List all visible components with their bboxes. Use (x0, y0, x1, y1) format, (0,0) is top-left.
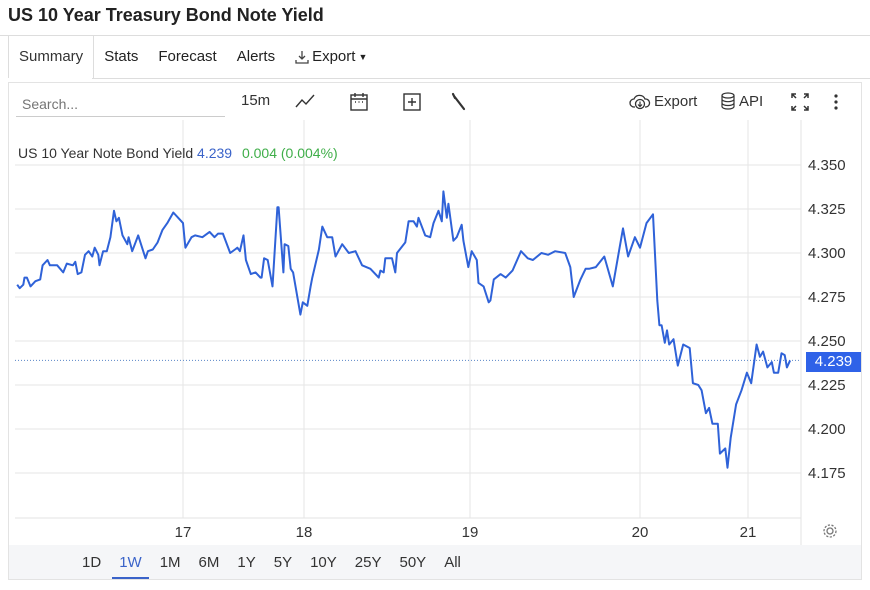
x-tick-label: 21 (739, 524, 757, 541)
y-tick-label: 4.350 (808, 157, 846, 174)
api-label: API (739, 92, 764, 110)
caret-down-icon: ▼ (358, 52, 368, 62)
range-1y[interactable]: 1Y (237, 554, 256, 571)
search-input[interactable] (16, 92, 225, 117)
x-tick-label: 18 (295, 524, 313, 541)
y-tick-label: 4.325 (808, 201, 846, 218)
wrench-icon[interactable] (449, 92, 467, 112)
divider (0, 35, 870, 36)
range-10y[interactable]: 10Y (310, 554, 337, 571)
tab-bar: Summary Stats Forecast Alerts Export ▼ (8, 36, 377, 78)
series-line (16, 190, 792, 469)
tab-forecast[interactable]: Forecast (158, 48, 217, 65)
tab-export[interactable]: Export ▼ (285, 36, 377, 78)
more-options-icon[interactable] (832, 92, 840, 112)
chart-legend: US 10 Year Note Bond Yield 4.239 0.004 (… (18, 145, 338, 161)
last-price-badge: 4.239 (806, 352, 861, 372)
download-icon (295, 51, 309, 64)
fullscreen-icon[interactable] (790, 92, 810, 112)
range-1w[interactable]: 1W (110, 545, 151, 579)
calendar-icon[interactable] (349, 92, 369, 112)
y-tick-label: 4.200 (808, 421, 846, 438)
export-button[interactable]: Export (629, 92, 697, 110)
legend-change: 0.004 (0.004%) (241, 145, 338, 161)
tab-export-label: Export (312, 48, 356, 65)
tab-alerts[interactable]: Alerts (236, 48, 276, 65)
range-50y[interactable]: 50Y (399, 554, 427, 571)
range-5y[interactable]: 5Y (273, 554, 293, 571)
chart-container (8, 82, 862, 580)
tab-summary[interactable]: Summary (8, 36, 95, 78)
export-label: Export (654, 92, 698, 110)
y-tick-label: 4.300 (808, 245, 846, 262)
interval-button[interactable]: 15m (241, 92, 271, 109)
settings-gear-icon[interactable] (821, 522, 839, 545)
legend-series-name: US 10 Year Note Bond Yield (18, 145, 194, 161)
add-indicator-icon[interactable] (402, 92, 422, 112)
line-chart-icon[interactable] (294, 92, 316, 110)
y-tick-label: 4.250 (808, 333, 846, 350)
api-button[interactable]: API (720, 92, 763, 110)
y-tick-label: 4.175 (808, 465, 846, 482)
database-icon (721, 92, 735, 110)
cloud-download-icon (629, 94, 651, 110)
tab-stats[interactable]: Stats (104, 48, 139, 65)
range-all[interactable]: All (444, 554, 461, 571)
range-6m[interactable]: 6M (198, 554, 220, 571)
x-tick-label: 20 (631, 524, 649, 541)
page-title: US 10 Year Treasury Bond Note Yield (8, 5, 324, 25)
divider (92, 78, 870, 79)
range-selector: 1D 1W 1M 6M 1Y 5Y 10Y 25Y 50Y All (9, 545, 861, 579)
legend-value: 4.239 (197, 145, 233, 161)
y-tick-label: 4.225 (808, 377, 846, 394)
range-25y[interactable]: 25Y (354, 554, 382, 571)
x-tick-label: 17 (174, 524, 192, 541)
range-1d[interactable]: 1D (82, 554, 102, 571)
x-tick-label: 19 (461, 524, 479, 541)
range-1m[interactable]: 1M (159, 554, 181, 571)
y-tick-label: 4.275 (808, 289, 846, 306)
